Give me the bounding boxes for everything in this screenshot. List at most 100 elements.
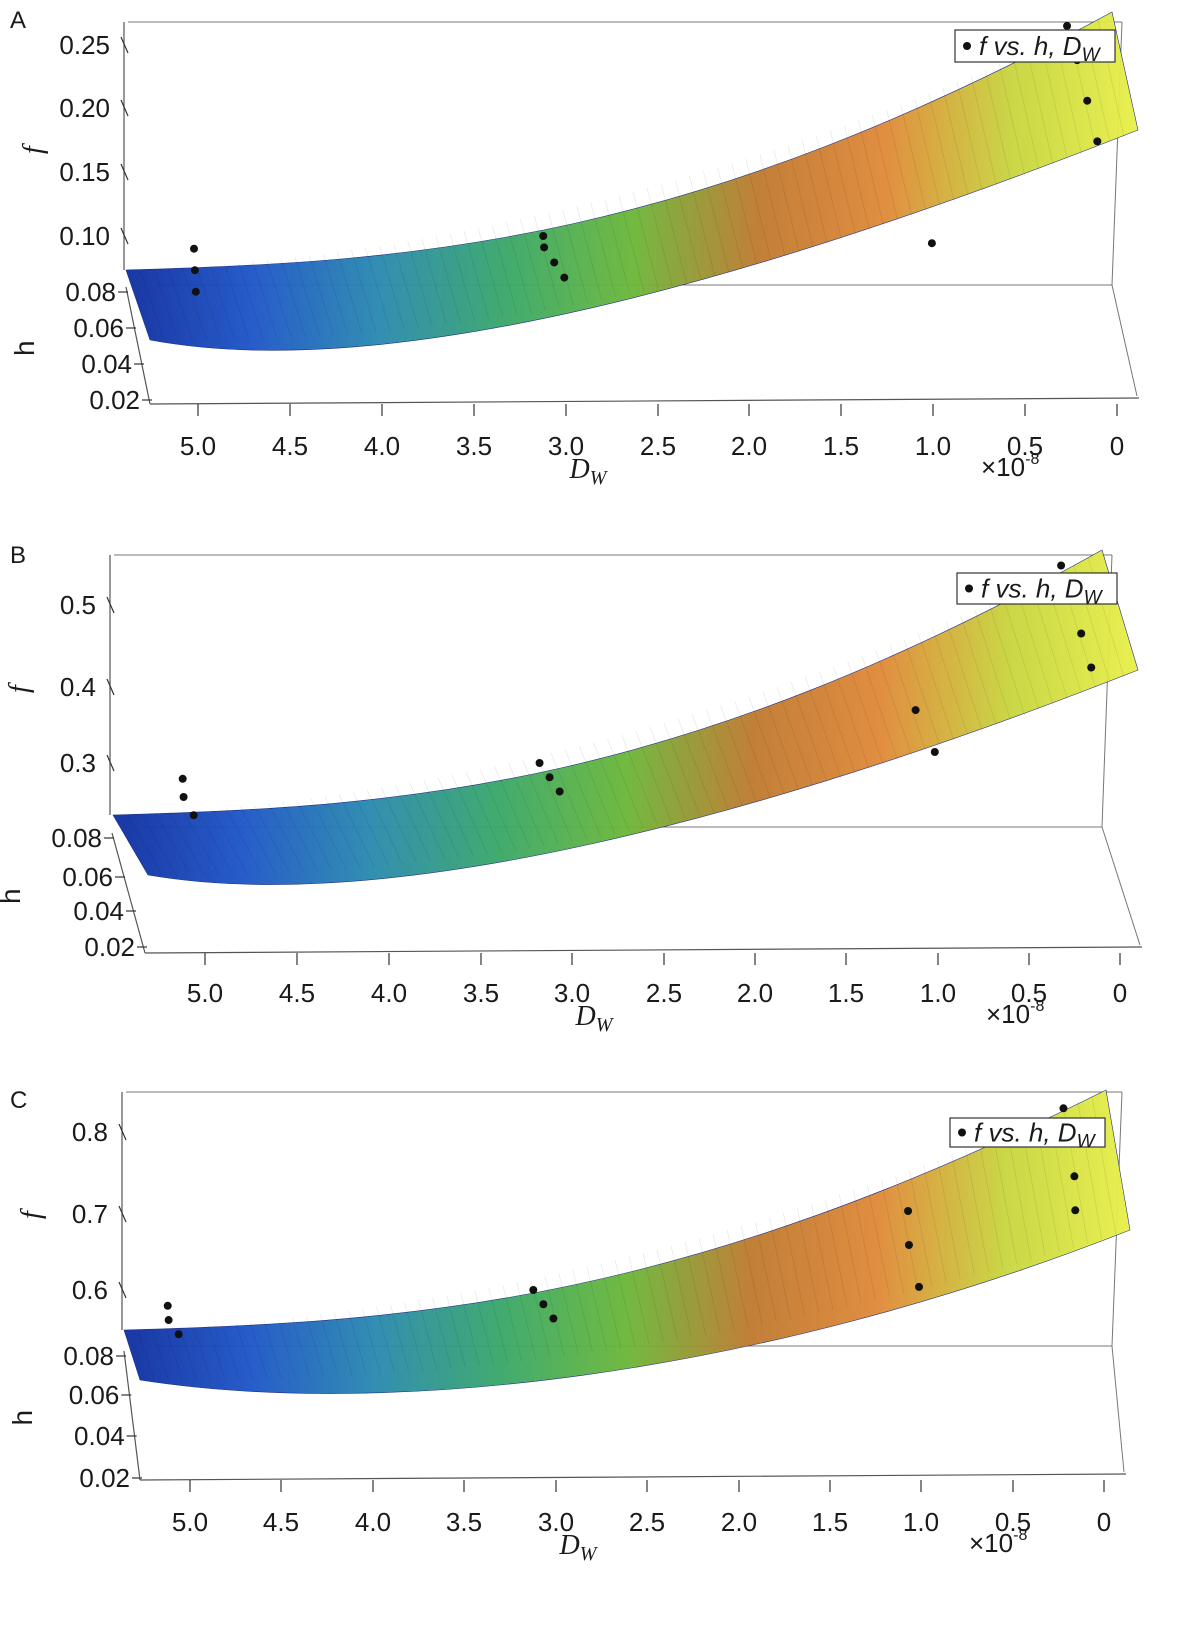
surface-mesh-line xyxy=(381,787,418,864)
surface-mesh-line xyxy=(914,98,941,209)
surface-mesh-line xyxy=(740,1225,763,1325)
surface-mesh-line xyxy=(801,140,828,245)
surface-mesh-line xyxy=(379,245,405,330)
surface-mesh xyxy=(125,11,1139,351)
data-point xyxy=(549,1314,558,1323)
data-point xyxy=(1087,663,1096,672)
data-point xyxy=(178,774,187,783)
x-tick-label: 2.0 xyxy=(721,1507,757,1537)
surface-mesh-line xyxy=(797,1208,820,1313)
z-tick-mark xyxy=(118,1205,127,1223)
surface-mesh-line xyxy=(505,222,532,313)
surface-mesh-line xyxy=(362,1308,381,1375)
surface-mesh-line xyxy=(564,749,601,837)
h-tick-label: 0.08 xyxy=(65,277,116,307)
surface-mesh-line xyxy=(338,794,375,868)
surface-mesh-line xyxy=(979,1143,1004,1268)
surface-mesh-line xyxy=(480,769,517,851)
z-tick-label: 0.3 xyxy=(60,748,96,778)
surface-mesh-line xyxy=(263,1320,282,1379)
h-tick-label: 0.06 xyxy=(62,862,113,892)
surface-mesh-line xyxy=(491,225,518,315)
surface-mesh-line xyxy=(726,1230,749,1328)
x-tick-label: 4.5 xyxy=(272,431,308,461)
surface-mesh-line xyxy=(352,792,389,866)
surface-mesh-line xyxy=(488,1287,509,1364)
z-tick-label: 0.20 xyxy=(59,93,110,123)
data-point xyxy=(1083,96,1092,105)
x-tick-label: 5.0 xyxy=(180,431,216,461)
surface-mesh-line xyxy=(140,813,177,876)
x-tick-label: 3.5 xyxy=(456,431,492,461)
surface-mesh-line xyxy=(520,219,546,311)
surface-mesh-line xyxy=(169,812,205,876)
data-point xyxy=(179,793,188,801)
surface-mesh-line xyxy=(698,1237,721,1333)
h-tick-label: 0.06 xyxy=(73,313,124,343)
surface-mesh-line xyxy=(900,104,927,213)
h-axis-label: h xyxy=(9,340,40,356)
data-point xyxy=(174,1330,183,1339)
h-axis-line xyxy=(123,1350,141,1481)
data-point xyxy=(189,811,198,820)
x-axis-label-main: D xyxy=(559,1530,580,1561)
data-point xyxy=(539,232,548,240)
surface-mesh-line xyxy=(435,236,461,323)
surface-mesh-line xyxy=(621,734,658,825)
surface-mesh-line xyxy=(783,1213,806,1316)
x-tick-label: 3.0 xyxy=(548,431,584,461)
x-scale-factor: ×10-8 xyxy=(981,451,1039,482)
surface-mesh-line xyxy=(790,681,828,783)
surface-mesh-line xyxy=(296,800,333,871)
surface-mesh-line xyxy=(239,806,276,874)
surface-mesh-line xyxy=(516,1282,537,1360)
box-floor-right-edge xyxy=(1101,826,1141,946)
z-axis-label: f xyxy=(18,143,49,154)
h-tick-label: 0.04 xyxy=(73,896,124,926)
surface-mesh xyxy=(123,1089,1131,1394)
x-axis-label-sub: W xyxy=(580,1543,599,1565)
surface-mesh-line xyxy=(720,705,757,802)
x-tick-label: 0.5 xyxy=(1007,431,1043,461)
surface-mesh-line xyxy=(586,1266,608,1351)
data-point xyxy=(163,1301,172,1310)
surface-mesh-line xyxy=(165,1328,183,1381)
x-tick-label: 1.0 xyxy=(903,1507,939,1537)
x-tick-label: 0.5 xyxy=(995,1507,1031,1537)
surface-mesh-line xyxy=(576,206,602,301)
surface-mesh-line xyxy=(618,195,645,292)
surface-mesh-line xyxy=(235,1323,254,1380)
legend-label: f vs. h, DW xyxy=(974,1118,1097,1153)
surface-mesh-line xyxy=(717,167,744,269)
x-tick-label: 2.5 xyxy=(629,1507,665,1537)
surface-mesh-line xyxy=(474,1290,494,1365)
surface-mesh-line xyxy=(691,714,729,809)
surface-mesh-line xyxy=(322,253,348,335)
surface-mesh-line xyxy=(197,810,234,875)
surface-mesh-line xyxy=(946,621,983,732)
data-point xyxy=(540,243,549,252)
legend-marker xyxy=(958,1128,966,1137)
surface-mesh-line xyxy=(768,1217,791,1319)
x-scale-factor: ×10-8 xyxy=(986,998,1044,1029)
surface-mesh-line xyxy=(689,175,715,276)
surface-mesh-line xyxy=(376,1306,395,1374)
surface-mesh-line xyxy=(928,93,955,204)
surface-mesh-line xyxy=(306,1316,325,1378)
surface-mesh-line xyxy=(562,209,588,303)
surface-mesh-line xyxy=(974,609,1012,722)
data-point xyxy=(904,1241,913,1249)
surface-mesh-line xyxy=(670,1245,692,1338)
chart-panel-b: B 0.5 0.4 0.3 f 0.08 0.06 0.04 0.02 h 5.0 4.5 4.0 3.5… xyxy=(0,542,1183,1085)
x-tick-label: 3.5 xyxy=(446,1507,482,1537)
surface-mesh-line xyxy=(151,1328,169,1381)
surface-mesh-line xyxy=(787,145,814,249)
surface-mesh-line xyxy=(446,1295,466,1368)
surface-mesh-line xyxy=(409,782,446,860)
chart-panel-a: A 0.25 0.20 0.15 0.10 f 0.08 0.06 0.04 0.02 h 5.0 4.… xyxy=(0,0,1183,540)
surface-mesh-line xyxy=(249,1322,268,1380)
surface-mesh-line xyxy=(815,135,842,241)
z-tick-mark xyxy=(118,1123,127,1141)
surface-mesh-line xyxy=(748,696,785,795)
x-axis-label-sub: W xyxy=(596,1014,615,1036)
